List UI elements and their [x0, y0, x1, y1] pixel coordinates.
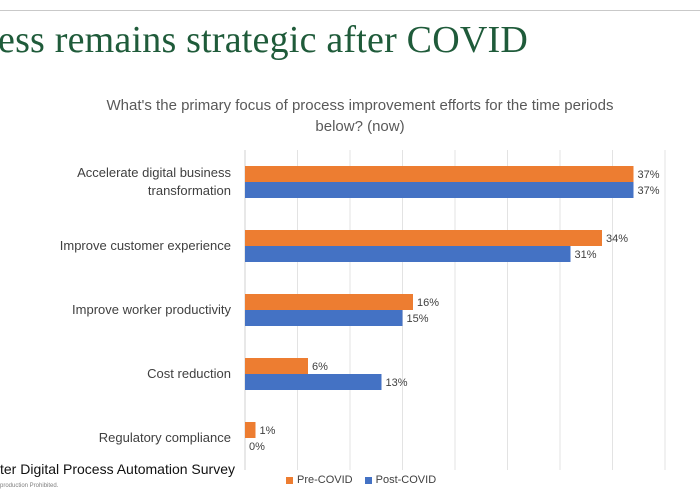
bar-post-covid — [245, 246, 571, 262]
category-label-line: Regulatory compliance — [99, 430, 231, 445]
copyright-note: production Prohibited. — [0, 483, 59, 489]
bar-pre-covid — [245, 166, 634, 182]
legend-label-post-covid: Post-COVID — [375, 474, 437, 486]
bar-post-covid — [245, 182, 634, 198]
data-label: 31% — [575, 249, 597, 261]
chart-legend: Pre-COVID Post-COVID — [286, 474, 436, 486]
bar-pre-covid — [245, 358, 308, 374]
data-label: 0% — [249, 441, 265, 453]
data-label: 34% — [606, 233, 628, 245]
source-note: ter Digital Process Automation Survey — [0, 461, 235, 477]
category-label: Improve worker productivity — [72, 302, 231, 317]
data-label: 15% — [407, 313, 429, 325]
data-label: 16% — [417, 297, 439, 309]
data-label: 6% — [312, 361, 328, 373]
data-label: 1% — [260, 425, 276, 437]
category-label-line: Cost reduction — [147, 366, 231, 381]
category-label-line: Accelerate digital business — [77, 165, 231, 180]
bar-post-covid — [245, 374, 382, 390]
top-rule — [0, 10, 700, 11]
category-label-line: Improve customer experience — [60, 238, 231, 253]
bar-pre-covid — [245, 422, 256, 438]
legend-item-post-covid: Post-COVID — [364, 474, 437, 486]
legend-item-pre-covid: Pre-COVID — [286, 474, 353, 486]
category-label: Cost reduction — [147, 366, 231, 381]
legend-swatch-post-covid — [364, 476, 372, 484]
data-label: 37% — [638, 185, 660, 197]
category-label: Accelerate digital business transformatio… — [77, 165, 231, 198]
category-label-line: transformation — [148, 183, 231, 198]
data-label: 37% — [638, 169, 660, 181]
legend-swatch-pre-covid — [286, 476, 293, 484]
bar-pre-covid — [245, 294, 413, 310]
legend-label-pre-covid: Pre-COVID — [297, 474, 353, 486]
bar-pre-covid — [245, 230, 602, 246]
bar-post-covid — [245, 310, 403, 326]
category-label: Regulatory compliance — [99, 430, 231, 445]
slide-title: ess remains strategic after COVID — [0, 19, 528, 61]
chart-title: What's the primary focus of process impr… — [106, 97, 614, 135]
category-label-line: Improve worker productivity — [72, 302, 231, 317]
data-label: 13% — [386, 377, 408, 389]
category-label: Improve customer experience — [60, 238, 231, 253]
